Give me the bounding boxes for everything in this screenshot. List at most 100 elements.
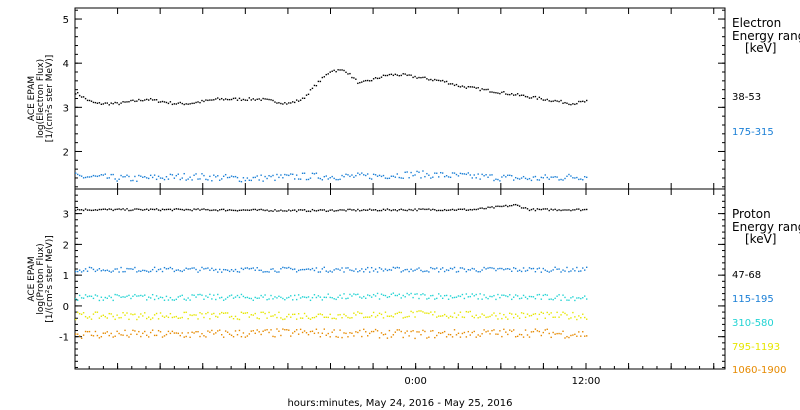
data-point — [262, 209, 264, 211]
data-point — [132, 313, 134, 316]
data-point — [313, 209, 316, 212]
data-point — [434, 78, 436, 81]
data-point — [157, 101, 160, 103]
data-point — [84, 315, 87, 318]
data-point — [341, 209, 343, 211]
data-point — [203, 335, 205, 337]
data-point — [501, 176, 503, 178]
data-point — [193, 294, 195, 297]
data-point — [382, 74, 385, 76]
data-point — [465, 270, 468, 273]
data-point — [305, 94, 308, 96]
data-point — [408, 74, 410, 76]
data-point — [187, 103, 189, 105]
data-point — [124, 101, 126, 103]
data-point — [226, 269, 229, 271]
data-point — [96, 209, 99, 211]
data-point — [171, 209, 174, 212]
data-point — [418, 267, 420, 269]
data-point — [224, 298, 227, 300]
data-point — [349, 208, 351, 211]
data-point — [159, 296, 162, 298]
data-point — [217, 316, 219, 318]
data-point — [368, 80, 371, 82]
data-point — [424, 270, 426, 273]
data-point — [82, 297, 85, 299]
data-point — [167, 102, 170, 105]
data-point — [404, 296, 406, 298]
data-point — [92, 101, 95, 104]
data-point — [219, 313, 221, 315]
data-point — [576, 102, 578, 105]
data-point — [485, 174, 487, 176]
data-point — [286, 315, 288, 318]
data-point — [449, 315, 452, 318]
data-point — [155, 270, 158, 273]
data-point — [361, 335, 363, 338]
data-point — [193, 314, 195, 316]
data-point — [234, 268, 237, 271]
data-point — [240, 335, 243, 338]
data-point — [353, 209, 355, 211]
data-point — [219, 329, 221, 331]
data-point — [331, 331, 333, 333]
data-point — [337, 69, 339, 71]
data-point — [351, 269, 353, 272]
data-point — [479, 316, 481, 318]
data-point — [222, 175, 225, 177]
data-point — [179, 334, 181, 337]
data-point — [104, 315, 106, 318]
data-point — [384, 177, 387, 179]
data-point — [179, 101, 181, 104]
data-point — [570, 297, 572, 299]
data-point — [331, 175, 333, 178]
data-point — [489, 295, 491, 298]
data-point — [199, 269, 201, 272]
data-point — [96, 295, 99, 297]
data-point — [408, 315, 410, 318]
data-point — [532, 176, 535, 178]
data-point — [576, 176, 578, 179]
data-point — [475, 314, 477, 316]
data-point — [199, 101, 201, 104]
data-point — [554, 176, 556, 178]
data-point — [471, 267, 473, 270]
data-point — [232, 317, 235, 320]
data-point — [120, 102, 122, 104]
data-point — [542, 331, 544, 334]
data-point — [319, 296, 322, 298]
data-point — [400, 177, 402, 179]
data-point — [568, 209, 570, 211]
data-point — [80, 337, 83, 339]
data-point — [485, 268, 487, 270]
data-point — [88, 209, 91, 211]
data-point — [313, 173, 316, 175]
data-point — [274, 296, 276, 298]
data-point — [503, 174, 505, 177]
data-point — [436, 172, 438, 174]
data-point — [116, 102, 118, 104]
data-point — [159, 101, 162, 103]
data-point — [209, 331, 211, 333]
data-point — [355, 78, 357, 80]
data-point — [82, 209, 85, 212]
data-point — [499, 330, 501, 332]
legend-entry: 38-53 — [732, 92, 761, 103]
data-point — [215, 298, 217, 301]
data-point — [562, 330, 564, 332]
data-point — [155, 99, 158, 101]
data-point — [232, 336, 235, 338]
data-point — [522, 336, 525, 338]
data-point — [394, 313, 397, 315]
data-point — [357, 172, 359, 174]
data-point — [301, 268, 304, 271]
data-point — [428, 312, 430, 315]
data-point — [122, 334, 124, 336]
data-point — [574, 209, 576, 211]
data-point — [258, 297, 260, 299]
data-point — [402, 317, 404, 319]
y-tick-label: 1 — [63, 271, 69, 282]
data-point — [288, 313, 290, 316]
data-point — [112, 209, 114, 212]
